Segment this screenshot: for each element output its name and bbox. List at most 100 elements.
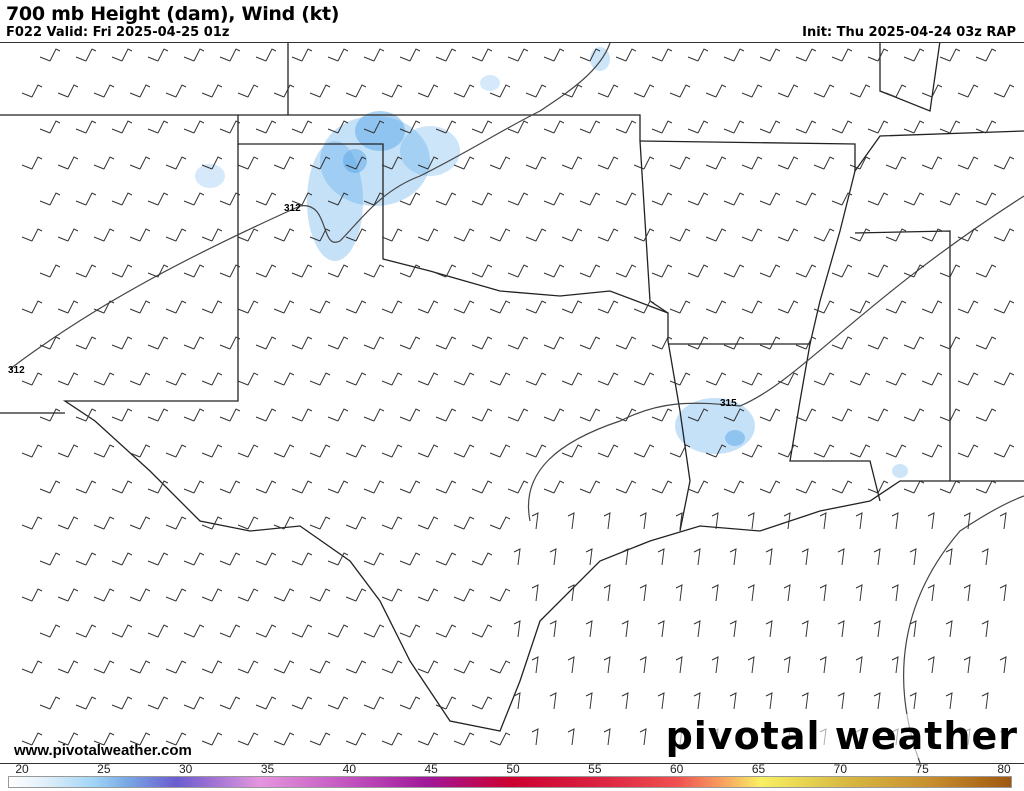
wind-barb <box>921 228 943 242</box>
wind-barb <box>669 156 691 170</box>
wind-barb <box>165 300 187 314</box>
wind-barb <box>729 692 737 710</box>
wind-barb <box>453 516 475 530</box>
wind-barb <box>633 156 655 170</box>
wind-barb <box>417 156 439 170</box>
wind-barb <box>777 300 799 314</box>
wind-barb <box>93 156 115 170</box>
wind-barb <box>657 692 665 710</box>
wind-barb <box>849 228 871 242</box>
wind-barb <box>891 584 899 602</box>
wind-barb <box>975 336 997 350</box>
wind-barb <box>291 552 313 566</box>
wind-barb <box>147 264 169 278</box>
wind-barb <box>489 84 511 98</box>
wind-barb <box>525 372 547 386</box>
colorbar-tick: 40 <box>342 762 357 776</box>
colorbar-tick: 20 <box>15 762 29 776</box>
wind-barb <box>687 120 709 134</box>
wind-barb <box>993 156 1015 170</box>
wind-barb <box>219 120 241 134</box>
wind-barb <box>849 156 871 170</box>
wind-barb <box>921 444 943 458</box>
wind-barb <box>345 588 367 602</box>
wind-barb <box>129 660 151 674</box>
wind-barb <box>327 48 349 62</box>
wind-barb <box>939 120 961 134</box>
colorbar <box>8 776 1012 788</box>
wind-barb <box>165 444 187 458</box>
wind-barb <box>723 192 745 206</box>
wind-barb <box>579 480 601 494</box>
wind-barb <box>201 660 223 674</box>
wind-barb <box>291 192 313 206</box>
wind-barb <box>21 516 43 530</box>
contour-label: 312 <box>8 365 25 376</box>
wind-barb <box>39 48 61 62</box>
wind-barb <box>363 624 385 638</box>
wind-barb <box>813 228 835 242</box>
wind-barb <box>909 692 917 710</box>
pivotal-weather-logo: pivotal weather <box>665 714 1018 758</box>
wind-barb <box>657 620 665 638</box>
wind-barb <box>849 84 871 98</box>
wind-barbs <box>21 48 1015 746</box>
wind-barb <box>615 120 637 134</box>
wind-barb <box>873 692 881 710</box>
wind-barb <box>201 588 223 602</box>
wind-barb <box>273 84 295 98</box>
wind-barb <box>147 408 169 422</box>
wind-barb <box>345 444 367 458</box>
wind-barb <box>939 336 961 350</box>
wind-barb <box>75 480 97 494</box>
wind-barb <box>981 692 989 710</box>
wind-barb <box>957 444 979 458</box>
wind-barb <box>111 48 133 62</box>
wind-barb <box>309 660 331 674</box>
wind-barb <box>855 584 863 602</box>
wind-barb <box>111 336 133 350</box>
wind-barb <box>723 48 745 62</box>
wind-barb <box>381 300 403 314</box>
wind-barb <box>819 512 827 530</box>
contour-label: 312 <box>284 203 301 214</box>
wind-barb <box>147 480 169 494</box>
wind-barb <box>21 588 43 602</box>
wind-barb <box>237 156 259 170</box>
wind-barb <box>111 120 133 134</box>
wind-barb <box>39 264 61 278</box>
wind-barb <box>687 480 709 494</box>
wind-barb <box>513 620 521 638</box>
wind-barb <box>237 588 259 602</box>
wind-barb <box>255 336 277 350</box>
wind-barb <box>543 264 565 278</box>
wind-barb <box>921 156 943 170</box>
wind-barb <box>765 692 773 710</box>
wind-barb <box>417 84 439 98</box>
wind-barb <box>39 192 61 206</box>
wind-barb <box>345 156 367 170</box>
wind-barb <box>741 84 763 98</box>
wind-barb <box>885 444 907 458</box>
wind-barb <box>363 480 385 494</box>
wind-barb <box>621 548 629 566</box>
wind-barb <box>147 48 169 62</box>
wind-barb <box>201 300 223 314</box>
weather-map[interactable]: 312 312 315 <box>0 42 1024 764</box>
wind-barb <box>795 480 817 494</box>
wind-barb <box>255 264 277 278</box>
wind-barb <box>921 84 943 98</box>
wind-barb <box>111 408 133 422</box>
wind-barb <box>831 192 853 206</box>
wind-barb <box>381 84 403 98</box>
wind-barb <box>651 336 673 350</box>
wind-barb <box>381 732 403 746</box>
wind-barb <box>813 84 835 98</box>
wind-barb <box>759 264 781 278</box>
wind-barb <box>417 660 439 674</box>
wind-barb <box>219 480 241 494</box>
wind-barb <box>129 372 151 386</box>
wind-barb <box>453 588 475 602</box>
wind-barb <box>687 264 709 278</box>
wind-barb <box>399 264 421 278</box>
